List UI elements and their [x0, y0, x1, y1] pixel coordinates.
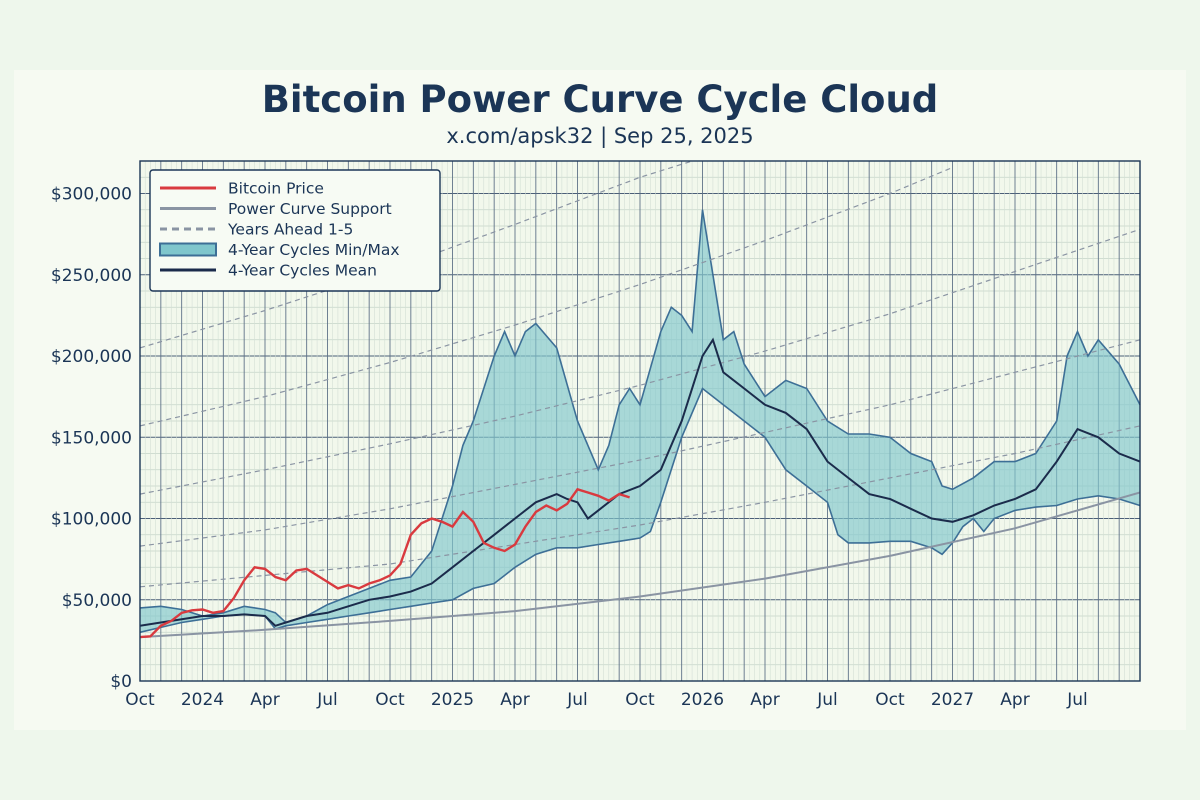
chart-subtitle: x.com/apsk32 | Sep 25, 2025 [446, 124, 754, 148]
x-tick-label: Apr [1000, 690, 1029, 710]
y-tick-label: $300,000 [51, 185, 132, 205]
legend-swatch-band [159, 242, 217, 257]
x-tick-label: 2025 [431, 690, 474, 710]
chart-title: Bitcoin Power Curve Cycle Cloud [261, 78, 939, 121]
years-ahead-1-line [140, 425, 1140, 588]
x-tick-label: Apr [750, 690, 779, 710]
x-tick-label: 2024 [181, 690, 224, 710]
power-curve-support-line [140, 491, 1140, 639]
cycle-min-line [139, 387, 1141, 634]
legend-label: 4-Year Cycles Min/Max [228, 241, 400, 259]
x-tick-label: Jul [316, 690, 338, 710]
y-tick-label: $0 [110, 672, 132, 692]
legend-label: 4-Year Cycles Mean [228, 262, 377, 280]
y-tick-label: $250,000 [51, 266, 132, 286]
y-tick-label: $200,000 [51, 347, 132, 367]
x-tick-label: Apr [250, 690, 279, 710]
x-tick-label: Oct [125, 690, 155, 710]
cycle-cloud [139, 209, 1141, 634]
x-tick-label: Apr [500, 690, 529, 710]
years-ahead-2-line [140, 339, 1140, 547]
legend-label: Bitcoin Price [228, 180, 324, 198]
x-tick-label: Oct [375, 690, 405, 710]
cycle-max-line [139, 209, 1141, 624]
series-lines [140, 161, 1140, 639]
y-tick-label: $100,000 [51, 510, 132, 530]
bitcoin-price-line [140, 487, 630, 639]
legend-label: Power Curve Support [228, 200, 392, 218]
x-tick-label: Jul [816, 690, 838, 710]
x-tick-label: 2026 [681, 690, 724, 710]
x-tick-label: Oct [875, 690, 905, 710]
legend-box [149, 169, 441, 292]
x-tick-label: Jul [566, 690, 588, 710]
plot-frame [139, 160, 1141, 682]
x-tick-label: Jul [1066, 690, 1088, 710]
axes: $0 $50,000 $100,000 $150,000 $200,000 $250,00… [51, 160, 1141, 710]
legend: Bitcoin Price Power Curve Support Years Ah… [149, 169, 441, 292]
y-tick-label: $50,000 [62, 591, 132, 611]
x-tick-label: Oct [625, 690, 655, 710]
cycle-band-fill [140, 209, 1140, 633]
legend-label: Years Ahead 1-5 [227, 221, 353, 239]
years-ahead-3-line [140, 228, 1140, 495]
years-ahead-5-line [140, 161, 695, 349]
y-tick-label: $150,000 [51, 428, 132, 448]
x-tick-label: 2027 [931, 690, 974, 710]
years-ahead-4-line [140, 166, 953, 427]
